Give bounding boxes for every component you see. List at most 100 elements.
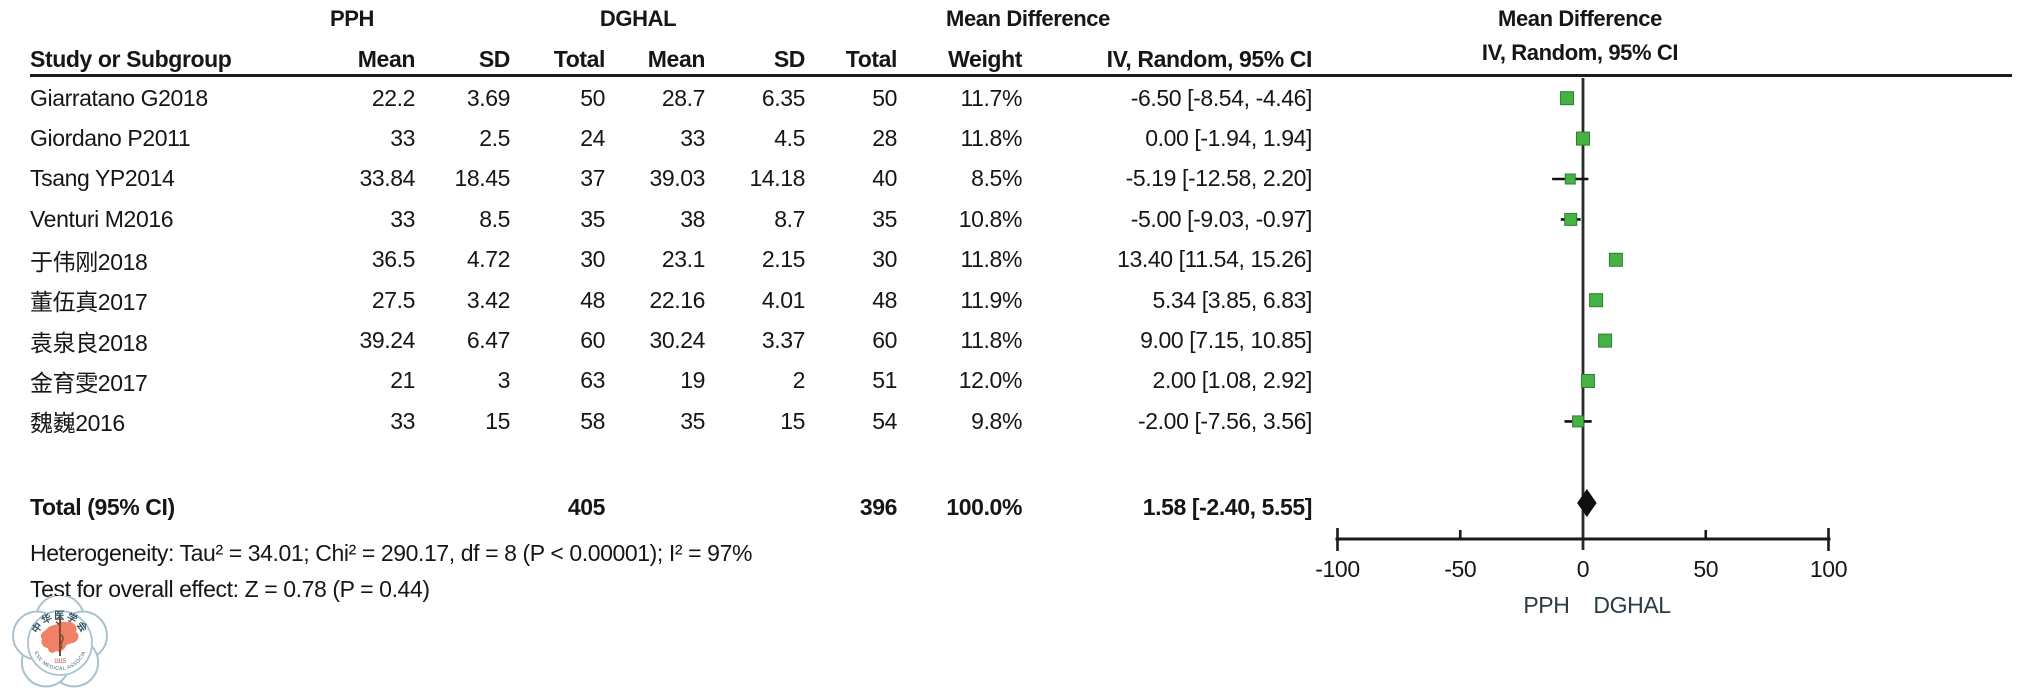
- table-cell-pph_sd: 8.5: [479, 205, 510, 232]
- study-marker: [1560, 91, 1575, 106]
- table-cell-weight: 11.8%: [960, 125, 1022, 152]
- table-cell-dghal_total: 40: [872, 165, 897, 192]
- total-label: Total (95% CI): [30, 493, 175, 520]
- table-cell-dghal_mean: 30.24: [649, 327, 705, 354]
- table-cell-weight: 10.8%: [958, 205, 1023, 232]
- table-cell-pph_sd: 15: [485, 407, 510, 434]
- study-marker: [1564, 173, 1576, 185]
- table-cell-weight: 12.0%: [958, 367, 1023, 394]
- axis-tick-label: -100: [1315, 556, 1360, 582]
- study-rows: Giarratano G2018 22.2 3.69 50 28.7 6.35 50 11.7…: [30, 78, 1312, 442]
- table-cell-dghal_mean: 38: [680, 205, 705, 232]
- table-cell-dghal_sd: 4.5: [774, 125, 805, 152]
- table-cell-ci: -5.00 [-9.03, -0.97]: [1130, 205, 1313, 232]
- mean-difference-column-header: Mean Difference: [946, 6, 1110, 31]
- table-cell-weight: 9.8%: [971, 407, 1022, 434]
- table-cell-pph_total: 35: [580, 205, 605, 232]
- total-ci: 1.58 [-2.40, 5.55]: [1142, 493, 1313, 520]
- table-column-headers: Study or Subgroup Mean SD Total Mean SD …: [30, 45, 1312, 73]
- table-cell-pph_total: 30: [580, 246, 605, 273]
- study-marker: [1608, 252, 1623, 267]
- study-marker: [1572, 415, 1585, 428]
- table-cell-dghal_total: 30: [872, 246, 897, 273]
- table-cell-ci: 2.00 [1.08, 2.92]: [1152, 367, 1313, 394]
- table-cell-pph_total: 60: [580, 327, 605, 354]
- table-cell-ci: 9.00 [7.15, 10.85]: [1140, 327, 1312, 354]
- snake-icon: [55, 621, 64, 649]
- col-header-pph-total: Total: [553, 45, 606, 72]
- study-name: 董伍真2017: [30, 289, 148, 316]
- table-cell-ci: 5.34 [3.85, 6.83]: [1152, 286, 1313, 313]
- study-name: Giordano P2011: [30, 125, 191, 152]
- axis-tick-label: 100: [1809, 556, 1848, 582]
- table-cell-dghal_sd: 8.7: [774, 205, 805, 232]
- table-cell-pph_sd: 3.69: [466, 84, 511, 111]
- pph-group-header: PPH: [329, 6, 375, 31]
- table-cell-pph_mean: 21: [390, 367, 415, 394]
- table-cell-dghal_sd: 14.18: [749, 165, 805, 192]
- col-header-pph-sd: SD: [478, 45, 511, 72]
- table-cell-weight: 11.8%: [960, 246, 1022, 273]
- header-underline: [30, 74, 2012, 77]
- table-cell-ci: -6.50 [-8.54, -4.46]: [1130, 84, 1313, 111]
- study-marker: [1598, 333, 1613, 348]
- table-cell-pph_sd: 2.5: [479, 125, 510, 152]
- table-cell-dghal_total: 28: [872, 125, 897, 152]
- table-cell-pph_mean: 27.5: [371, 286, 416, 313]
- table-cell-weight: 8.5%: [971, 165, 1022, 192]
- table-cell-pph_total: 63: [580, 367, 605, 394]
- table-cell-dghal_mean: 39.03: [649, 165, 705, 192]
- table-cell-pph_sd: 4.72: [466, 246, 511, 273]
- study-marker: [1589, 293, 1604, 308]
- total-row: Total (95% CI) 405 396 100.0% 1.58 [-2.4…: [30, 489, 1312, 525]
- col-header-dghal-sd: SD: [773, 45, 806, 72]
- favours-left-label: PPH: [1523, 592, 1570, 618]
- study-name: 金育雯2017: [30, 369, 148, 396]
- table-cell-pph_sd: 6.47: [466, 327, 511, 354]
- logo-year: 1915: [54, 659, 67, 665]
- table-cell-dghal_total: 60: [872, 327, 897, 354]
- table-cell-pph_mean: 33: [390, 407, 415, 434]
- table-cell-dghal_sd: 2: [792, 367, 806, 394]
- study-name: Venturi M2016: [30, 205, 174, 232]
- table-cell-dghal_mean: 19: [680, 367, 705, 394]
- table-cell-dghal_mean: 28.7: [661, 84, 706, 111]
- table-cell-dghal_sd: 4.01: [761, 286, 806, 313]
- study-marker: [1580, 374, 1595, 388]
- study-name: 袁泉良2018: [30, 329, 148, 356]
- table-cell-pph_total: 24: [580, 125, 605, 152]
- table-cell-pph_mean: 22.2: [371, 84, 416, 111]
- table-cell-ci: -5.19 [-12.58, 2.20]: [1125, 165, 1313, 192]
- overall-effect-stats: Test for overall effect: Z = 0.78 (P = 0…: [30, 576, 430, 602]
- table-cell-dghal_total: 54: [872, 407, 897, 434]
- col-header-weight: Weight: [948, 45, 1022, 72]
- table-cell-pph_sd: 3.42: [466, 286, 511, 313]
- table-cell-pph_total: 48: [580, 286, 605, 313]
- table-cell-dghal_sd: 6.35: [761, 84, 806, 111]
- col-header-study: Study or Subgroup: [30, 45, 232, 72]
- heterogeneity-stats: Heterogeneity: Tau² = 34.01; Chi² = 290.…: [30, 540, 753, 566]
- plot-header-line1: Mean Difference: [1498, 6, 1662, 31]
- logo-inner-ring: [27, 610, 93, 676]
- col-header-dghal-total: Total: [845, 45, 898, 72]
- table-cell-pph_sd: 3: [497, 367, 511, 394]
- table-cell-dghal_total: 51: [872, 367, 897, 394]
- dghal-group-header: DGHAL: [599, 6, 677, 31]
- table-cell-ci: 0.00 [-1.94, 1.94]: [1145, 125, 1312, 152]
- table-cell-dghal_mean: 33: [680, 125, 705, 152]
- study-name: Tsang YP2014: [30, 165, 175, 192]
- table-cell-ci: -2.00 [-7.56, 3.56]: [1138, 407, 1312, 434]
- table-cell-dghal_mean: 35: [680, 407, 705, 434]
- table-cell-weight: 11.7%: [960, 84, 1022, 111]
- table-cell-dghal_mean: 22.16: [649, 286, 705, 313]
- table-cell-dghal_sd: 3.37: [761, 327, 806, 354]
- table-cell-dghal_sd: 15: [780, 407, 805, 434]
- total-pph-n: 405: [567, 493, 606, 520]
- table-cell-dghal_sd: 2.15: [761, 246, 806, 273]
- table-cell-pph_total: 37: [580, 165, 605, 192]
- study-marker: [1576, 131, 1590, 146]
- table-cell-weight: 11.8%: [960, 327, 1022, 354]
- table-cell-pph_mean: 33.84: [359, 165, 415, 192]
